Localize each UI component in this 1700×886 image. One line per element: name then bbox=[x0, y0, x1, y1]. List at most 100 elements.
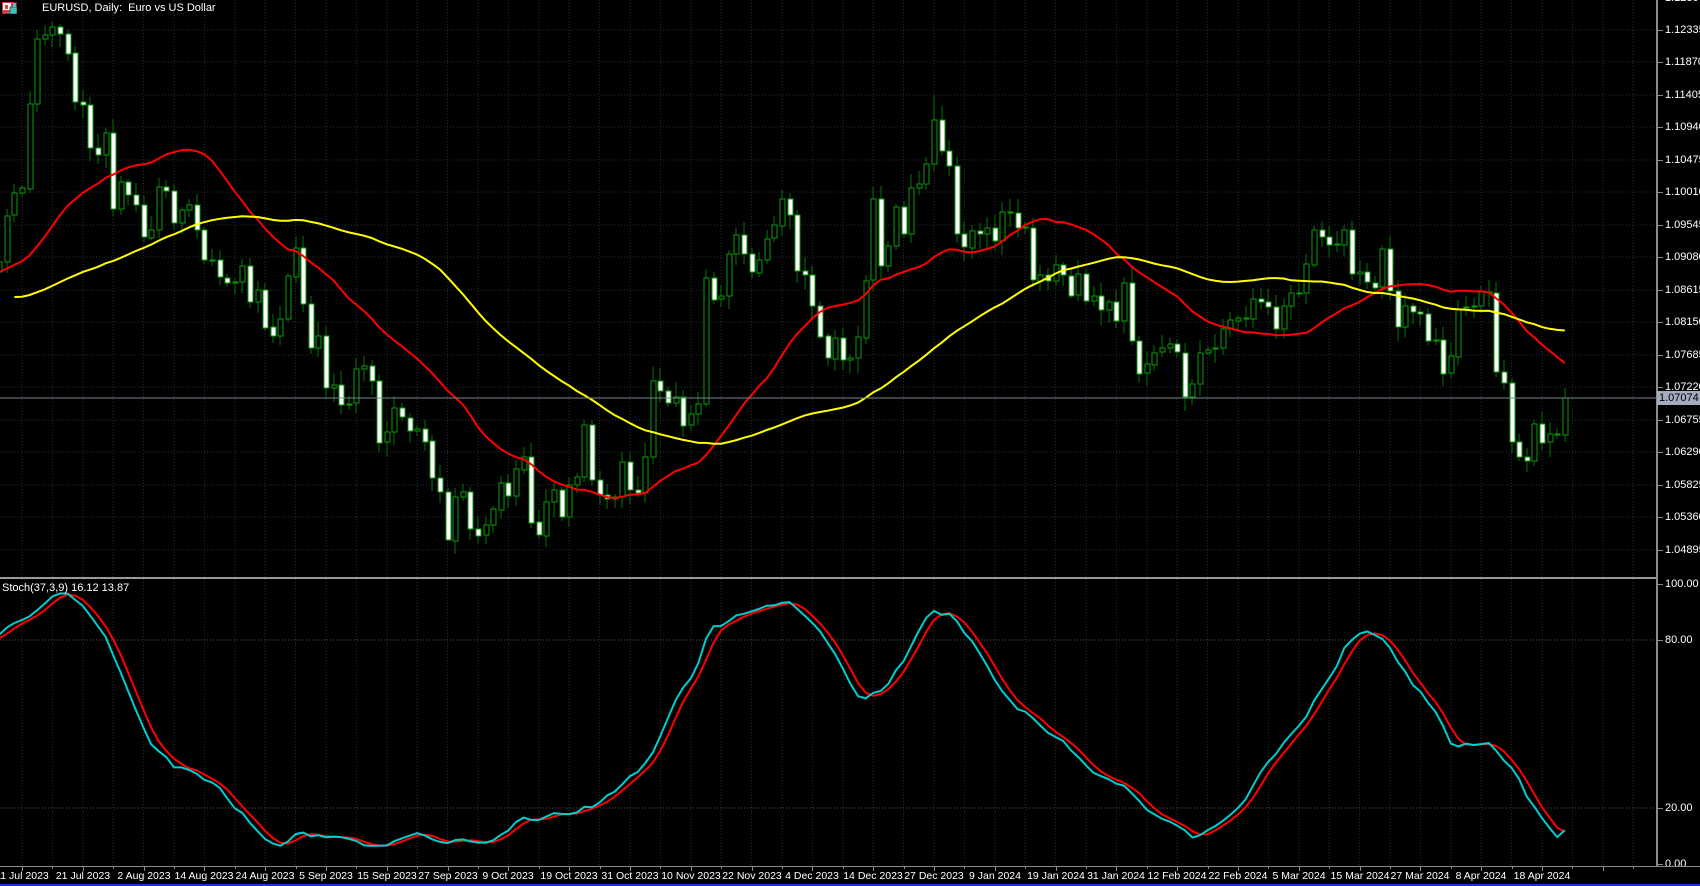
price-axis-label: 1.08615 bbox=[1665, 284, 1700, 296]
time-axis-tick bbox=[721, 867, 722, 869]
date-label: 9 Jan 2024 bbox=[969, 870, 1021, 882]
price-axis-label: 1.11870 bbox=[1665, 56, 1700, 68]
time-axis-tick bbox=[508, 867, 509, 871]
date-label: 31 Oct 2023 bbox=[601, 870, 659, 882]
stoch-panel[interactable] bbox=[0, 579, 1656, 866]
price-axis-label: 1.10475 bbox=[1665, 154, 1700, 166]
date-label: 15 Sep 2023 bbox=[357, 870, 417, 882]
time-axis-tick bbox=[964, 867, 965, 869]
time-axis-tick bbox=[356, 867, 357, 869]
chart-title: EURUSD, Daily: Euro vs US Dollar bbox=[42, 2, 216, 14]
panel-separator[interactable] bbox=[0, 577, 1700, 579]
time-axis[interactable]: 11 Jul 2023 21 Jul 2023 2 Aug 2023 14 Aug 2… bbox=[0, 866, 1700, 884]
date-label: 27 Dec 2023 bbox=[904, 870, 964, 882]
time-axis-tick bbox=[904, 867, 905, 869]
time-axis-tick bbox=[843, 867, 844, 869]
time-axis-tick bbox=[1360, 867, 1361, 871]
time-axis-tick bbox=[83, 867, 84, 871]
stoch-grid bbox=[0, 579, 1656, 866]
price-axis-tick bbox=[1658, 485, 1663, 486]
price-axis-label: 1.06290 bbox=[1665, 446, 1700, 458]
time-axis-tick bbox=[1268, 867, 1269, 869]
price-axis-label: 1.05825 bbox=[1665, 479, 1700, 491]
time-axis-tick bbox=[1603, 867, 1604, 871]
time-axis-tick bbox=[812, 867, 813, 871]
date-label: 21 Jul 2023 bbox=[55, 870, 111, 882]
time-axis-tick bbox=[660, 867, 661, 869]
date-label: 22 Nov 2023 bbox=[722, 870, 782, 882]
price-axis-tick bbox=[1658, 30, 1663, 31]
price-axis-label: 1.10010 bbox=[1665, 186, 1700, 198]
time-axis-tick bbox=[235, 867, 236, 869]
price-axis-tick bbox=[1658, 355, 1663, 356]
time-axis-tick bbox=[752, 867, 753, 871]
time-axis-tick bbox=[1238, 867, 1239, 871]
time-axis-tick bbox=[265, 867, 266, 871]
price-axis-tick bbox=[1658, 95, 1663, 96]
time-axis-tick bbox=[1147, 867, 1148, 869]
date-label: 19 Jan 2024 bbox=[1027, 870, 1085, 882]
time-axis-tick bbox=[144, 867, 145, 871]
time-axis-tick bbox=[1299, 867, 1300, 871]
stoch-axis-tick bbox=[1658, 584, 1663, 585]
date-label: 12 Feb 2024 bbox=[1147, 870, 1207, 882]
time-axis-tick bbox=[1572, 867, 1573, 869]
price-panel[interactable] bbox=[0, 0, 1656, 577]
date-label: 11 Jul 2023 bbox=[0, 870, 49, 882]
stoch-axis-label: 100.00 bbox=[1665, 578, 1699, 590]
chart-icon bbox=[2, 2, 37, 14]
time-axis-tick bbox=[691, 867, 692, 871]
time-axis-tick bbox=[1633, 867, 1634, 869]
price-axis-tick bbox=[1658, 257, 1663, 258]
time-axis-tick bbox=[326, 867, 327, 871]
price-axis[interactable]: 1.12800 1.12335 1.11870 1.11405 1.10940 1.104… bbox=[1656, 0, 1700, 870]
price-axis-tick bbox=[1658, 290, 1663, 291]
price-axis-label: 1.04895 bbox=[1665, 544, 1700, 556]
date-label: 14 Dec 2023 bbox=[843, 870, 903, 882]
date-label: 24 Aug 2023 bbox=[235, 870, 295, 882]
chart-title-bar: EURUSD, Daily: Euro vs US Dollar bbox=[2, 1, 216, 15]
time-axis-tick bbox=[1116, 867, 1117, 871]
price-axis-label: 1.06755 bbox=[1665, 414, 1700, 426]
time-axis-tick bbox=[1329, 867, 1330, 869]
time-axis-tick bbox=[1025, 867, 1026, 869]
time-axis-tick bbox=[600, 867, 601, 869]
time-axis-tick bbox=[174, 867, 175, 869]
stoch-axis-tick bbox=[1658, 640, 1663, 641]
time-axis-tick bbox=[539, 867, 540, 869]
date-label: 8 Apr 2024 bbox=[1455, 870, 1507, 882]
price-grid bbox=[0, 0, 1656, 577]
date-label: 14 Aug 2023 bbox=[174, 870, 234, 882]
date-label: 27 Mar 2024 bbox=[1390, 870, 1450, 882]
time-axis-tick bbox=[782, 867, 783, 869]
time-axis-tick bbox=[1208, 867, 1209, 869]
date-label: 22 Feb 2024 bbox=[1208, 870, 1268, 882]
time-axis-tick bbox=[52, 867, 53, 869]
time-axis-tick bbox=[387, 867, 388, 871]
price-axis-label: 1.12800 bbox=[1665, 0, 1700, 4]
time-axis-tick bbox=[296, 867, 297, 869]
price-axis-tick bbox=[1658, 452, 1663, 453]
price-axis-label: 1.08150 bbox=[1665, 316, 1700, 328]
time-axis-tick bbox=[1056, 867, 1057, 871]
date-label: 18 Apr 2024 bbox=[1513, 870, 1571, 882]
time-axis-tick bbox=[1451, 867, 1452, 869]
date-label: 31 Jan 2024 bbox=[1087, 870, 1145, 882]
time-axis-tick bbox=[417, 867, 418, 869]
price-axis-tick bbox=[1658, 550, 1663, 551]
price-axis-tick bbox=[1658, 127, 1663, 128]
date-label: 27 Sep 2023 bbox=[418, 870, 478, 882]
date-label: 5 Mar 2024 bbox=[1272, 870, 1326, 882]
moving-averages-layer bbox=[0, 148, 1566, 499]
window-bottom-edge bbox=[0, 884, 1700, 886]
price-axis-tick bbox=[1658, 225, 1663, 226]
date-label: 10 Nov 2023 bbox=[661, 870, 721, 882]
time-axis-tick bbox=[22, 867, 23, 871]
price-axis-label: 1.07685 bbox=[1665, 349, 1700, 361]
price-axis-tick bbox=[1658, 387, 1663, 388]
stoch-axis-label: 20.00 bbox=[1665, 802, 1693, 814]
price-axis-tick bbox=[1658, 192, 1663, 193]
candles-layer bbox=[0, 22, 1569, 554]
price-axis-label: 1.10940 bbox=[1665, 121, 1700, 133]
date-label: 9 Oct 2023 bbox=[482, 870, 534, 882]
